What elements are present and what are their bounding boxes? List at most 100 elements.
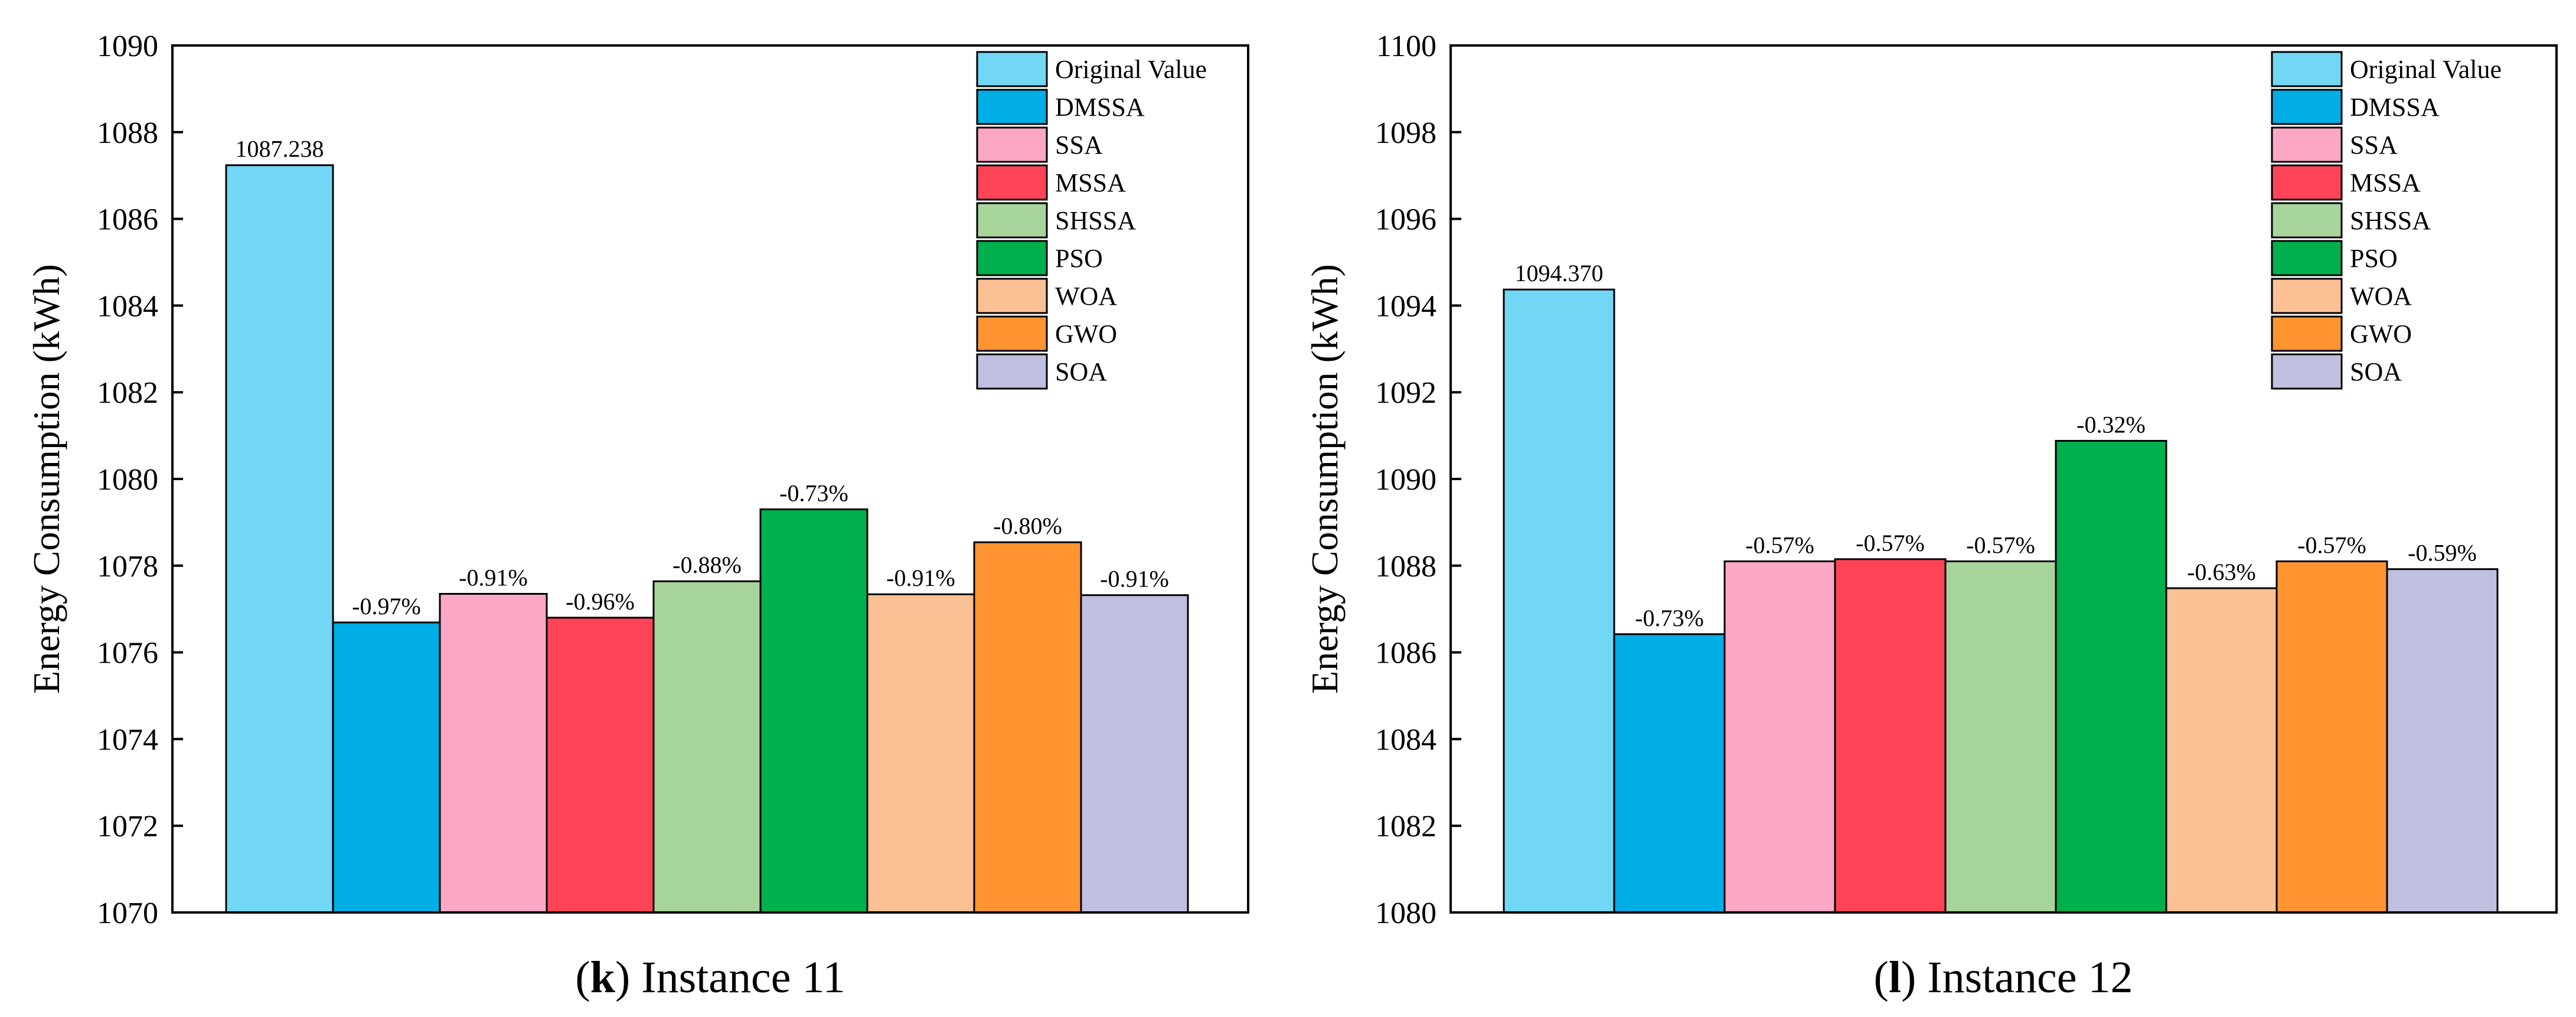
bar-data-label: -0.32%: [2077, 411, 2146, 438]
y-tick-label: 1078: [97, 550, 158, 584]
legend-label: SSA: [2350, 131, 2398, 159]
legend-label: MSSA: [2350, 168, 2421, 197]
y-axis-title: Energy Consumption (kWh): [25, 264, 67, 694]
y-tick-label: 1088: [1375, 550, 1436, 584]
bar-pso: [759, 508, 869, 914]
bar-data-label: -0.57%: [1856, 530, 1925, 556]
bar-original-value: [1503, 288, 1615, 914]
bar-shssa: [652, 580, 762, 914]
caption: (l) Instance 12: [1874, 953, 2133, 1002]
legend-swatch: [2271, 202, 2343, 239]
legend-swatch: [976, 353, 1048, 390]
caption-letter: l: [1889, 953, 1901, 1002]
bar-original-value: [225, 164, 334, 914]
legend-swatch: [2271, 126, 2343, 163]
legend: Original Value DMSSA SSA MSSA SHSSA PSO WOA GWO…: [976, 51, 1207, 390]
legend-label: DMSSA: [2350, 93, 2440, 122]
legend-label: SHSSA: [1055, 206, 1136, 235]
y-tick-label: 1096: [1375, 203, 1436, 237]
bar-woa: [866, 593, 975, 914]
y-tick-label: 1070: [97, 897, 158, 930]
legend-label: MSSA: [1055, 168, 1126, 197]
legend-swatch: [976, 240, 1048, 276]
legend-label: SOA: [2350, 357, 2402, 386]
legend-swatch: [2271, 353, 2343, 390]
bar-data-label: -0.91%: [1100, 566, 1169, 592]
y-tick-label: 1076: [97, 637, 158, 670]
bar-pso: [2055, 439, 2167, 914]
legend-label: Original Value: [2350, 55, 2502, 84]
legend-swatch: [2271, 240, 2343, 276]
caption-letter: k: [590, 953, 616, 1002]
bar-ssa: [439, 593, 548, 914]
y-tick-label: 1098: [1375, 116, 1436, 150]
caption-open: (: [1874, 953, 1889, 1002]
legend-label: GWO: [2350, 320, 2412, 348]
legend-swatch: [976, 315, 1048, 352]
legend-swatch: [2271, 51, 2343, 87]
bar-data-label: -0.57%: [1745, 532, 1814, 558]
legend: Original Value DMSSA SSA MSSA SHSSA PSO WOA GWO…: [2271, 51, 2502, 390]
y-tick-label: 1082: [97, 376, 158, 410]
bar-mssa: [546, 617, 655, 914]
bar-data-label: -0.57%: [2297, 532, 2366, 558]
legend-swatch: [976, 89, 1048, 125]
legend-swatch: [2271, 278, 2343, 314]
bar-data-label: -0.73%: [779, 480, 848, 506]
caption-text: ) Instance 11: [615, 953, 845, 1002]
bar-shssa: [1944, 560, 2057, 914]
bar-gwo: [2275, 560, 2388, 914]
legend-label: SHSSA: [2350, 206, 2431, 235]
legend-swatch: [976, 202, 1048, 239]
legend-swatch: [976, 51, 1048, 87]
bar-data-label: -0.96%: [566, 588, 635, 615]
y-tick-label: 1094: [1375, 289, 1436, 323]
bar-dmssa: [332, 621, 441, 914]
y-tick-label: 1080: [97, 463, 158, 497]
y-tick-label: 1080: [1375, 897, 1436, 930]
y-tick-label: 1100: [1376, 30, 1436, 63]
caption-open: (: [575, 953, 590, 1002]
y-tick-label: 1072: [97, 810, 158, 843]
bar-soa: [2386, 568, 2499, 914]
bar-data-label: -0.63%: [2187, 559, 2256, 585]
y-tick-label: 1086: [1375, 637, 1436, 670]
bar-data-label: -0.91%: [459, 565, 528, 591]
bar-mssa: [1834, 558, 1947, 914]
bar-data-label: -0.73%: [1635, 605, 1704, 631]
legend-swatch: [2271, 164, 2343, 201]
caption: (k) Instance 11: [575, 953, 845, 1002]
bar-data-label: -0.57%: [1966, 532, 2035, 558]
bar-data-label: 1087.238: [236, 136, 324, 162]
chart-1: 1087.238 -0.97% -0.91% -0.96% -0.88% -0.73% -0…: [25, 30, 1249, 1002]
y-tick-label: 1088: [97, 116, 158, 150]
bar-data-label: -0.88%: [672, 552, 742, 578]
legend-swatch: [976, 164, 1048, 201]
bar-gwo: [973, 541, 1082, 914]
y-tick-label: 1090: [1375, 463, 1436, 497]
bar-soa: [1080, 594, 1189, 914]
bar-data-label: -0.97%: [352, 593, 421, 620]
legend-label: PSO: [1055, 244, 1103, 273]
legend-label: WOA: [1055, 282, 1117, 311]
legend-swatch: [976, 126, 1048, 163]
legend-label: Original Value: [1055, 55, 1207, 84]
bar-data-label: -0.91%: [886, 565, 955, 591]
y-tick-label: 1092: [1375, 376, 1436, 410]
legend-label: SOA: [1055, 357, 1107, 386]
bar-ssa: [1723, 560, 1836, 914]
legend-swatch: [976, 278, 1048, 314]
bar-data-label: -0.59%: [2408, 540, 2477, 566]
y-tick-label: 1074: [97, 723, 158, 757]
y-tick-label: 1084: [97, 289, 158, 323]
bar-data-label: -0.80%: [993, 513, 1062, 539]
legend-label: PSO: [2350, 244, 2398, 273]
legend-label: DMSSA: [1055, 93, 1145, 122]
bar-woa: [2165, 587, 2278, 914]
legend-label: SSA: [1055, 131, 1103, 159]
legend-label: GWO: [1055, 320, 1117, 348]
y-tick-label: 1084: [1375, 723, 1436, 757]
y-tick-label: 1090: [97, 30, 158, 63]
bar-dmssa: [1613, 633, 1726, 914]
